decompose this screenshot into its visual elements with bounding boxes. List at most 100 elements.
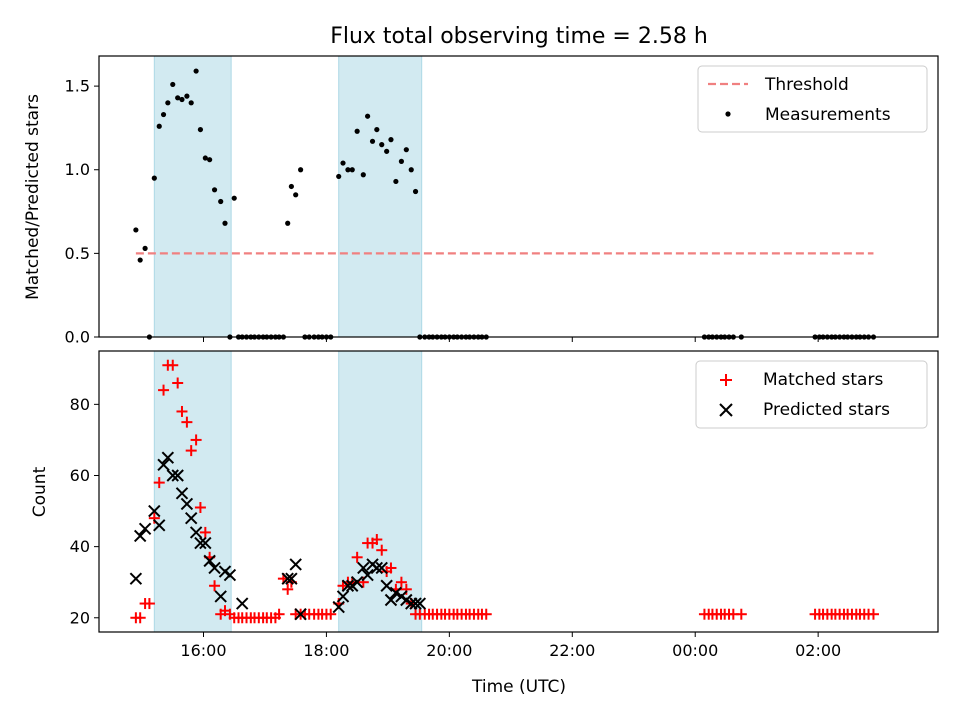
matched-star-point (172, 377, 184, 389)
y-tick-label: 0.5 (65, 244, 90, 263)
predicted-star-point (157, 458, 170, 472)
predicted-star-point (148, 504, 161, 518)
predicted-star-point (236, 597, 249, 610)
measurement-point (412, 188, 419, 195)
measurement-point (133, 227, 139, 233)
top-y-ticks: 0.0 0.5 1.0 1.5 (65, 77, 99, 347)
measurement-point (137, 257, 143, 263)
top-panel: 0.0 0.5 1.0 1.5 Matched/Predicted stars Thr… (23, 55, 939, 347)
matched-star-point (351, 551, 363, 563)
matched-star-point (134, 612, 146, 624)
measurement-point (384, 148, 390, 154)
predicted-star-point (194, 536, 207, 550)
measurement-point (218, 198, 224, 205)
measurement-point (156, 123, 162, 129)
matched-star-point (148, 512, 160, 524)
shaded-interval-0 (153, 55, 232, 338)
y-tick-label: 60 (70, 466, 90, 485)
x-tick-label: 22:00 (549, 641, 595, 660)
predicted-star-point (375, 561, 388, 575)
matched-star-point (371, 534, 383, 546)
predicted-star-point (341, 579, 355, 592)
matched-star-point (480, 608, 492, 620)
matched-star-point (325, 608, 337, 620)
matched-star-point (153, 477, 165, 489)
measurement-point (365, 113, 371, 119)
measurement-point (202, 155, 208, 161)
measurement-point (175, 95, 181, 101)
top-shaded-intervals (153, 55, 423, 338)
x-tick-label: 16:00 (180, 641, 226, 660)
top-x-ticks (202, 337, 819, 342)
measurement-point (349, 167, 355, 173)
bottom-matched-points (130, 359, 879, 624)
matched-star-point (385, 562, 397, 574)
x-tick-label: 18:00 (303, 641, 349, 660)
predicted-star-point (175, 487, 189, 500)
bottom-legend: Matched stars Predicted stars (695, 360, 928, 429)
matched-star-point (376, 544, 388, 556)
measurement-point (393, 178, 399, 185)
predicted-star-point (409, 597, 422, 610)
x-axis-label: Time (UTC) (471, 677, 566, 697)
measurement-point (207, 157, 213, 163)
legend-matched-swatch (720, 374, 732, 386)
measurement-point (403, 147, 409, 153)
predicted-star-point (413, 597, 427, 610)
predicted-star-point (214, 590, 227, 603)
legend-measurements-swatch (725, 111, 731, 117)
bottom-x-ticks: 16:00 18:00 20:00 22:00 00:00 02:00 (180, 632, 841, 660)
predicted-star-point (223, 568, 237, 582)
measurement-point (336, 173, 342, 180)
y-tick-label: 20 (70, 608, 90, 627)
measurement-point (374, 126, 380, 133)
measurement-point (165, 100, 171, 106)
legend-matched-label: Matched stars (763, 370, 883, 390)
legend-measurements-label: Measurements (765, 105, 891, 125)
x-tick-label: 02:00 (795, 641, 841, 660)
matched-star-point (282, 583, 294, 595)
matched-star-point (185, 445, 197, 457)
legend-threshold-label: Threshold (764, 75, 849, 95)
shaded-interval-1 (338, 55, 423, 338)
bottom-y-axis-label: Count (30, 466, 50, 517)
matched-star-point (176, 405, 188, 417)
predicted-star-point (203, 554, 216, 568)
predicted-star-point (138, 522, 152, 536)
y-tick-label: 1.5 (65, 77, 90, 96)
matched-star-point (181, 416, 193, 428)
predicted-star-point (357, 561, 370, 575)
measurement-point (293, 192, 299, 198)
matched-star-point (158, 384, 170, 396)
legend-predicted-label: Predicted stars (763, 400, 890, 420)
matched-star-point (400, 583, 412, 595)
measurement-point (197, 126, 204, 133)
matched-star-point (143, 598, 155, 610)
measurement-point (388, 137, 394, 143)
chart-title: Flux total observing time = 2.58 h (330, 24, 708, 49)
legend-predicted-swatch (719, 403, 733, 417)
predicted-star-point (166, 469, 179, 482)
measurement-point (340, 160, 346, 166)
predicted-star-point (281, 572, 294, 585)
measurement-point (184, 93, 190, 99)
matched-star-point (273, 608, 285, 620)
measurement-point (211, 187, 218, 193)
predicted-star-point (350, 575, 364, 589)
y-tick-label: 80 (70, 395, 90, 414)
predicted-star-point (370, 561, 384, 575)
predicted-star-point (384, 593, 398, 607)
predicted-star-point (294, 608, 307, 621)
predicted-star-point (208, 561, 221, 575)
measurement-point (298, 167, 304, 173)
bottom-predicted-points (129, 451, 427, 621)
matched-star-point (867, 608, 879, 620)
x-tick-label: 20:00 (426, 641, 472, 660)
matched-star-point (199, 526, 211, 538)
matched-star-point (190, 434, 202, 446)
measurement-point (345, 167, 351, 173)
bottom-axes-frame (98, 350, 939, 633)
measurement-point (231, 195, 237, 201)
